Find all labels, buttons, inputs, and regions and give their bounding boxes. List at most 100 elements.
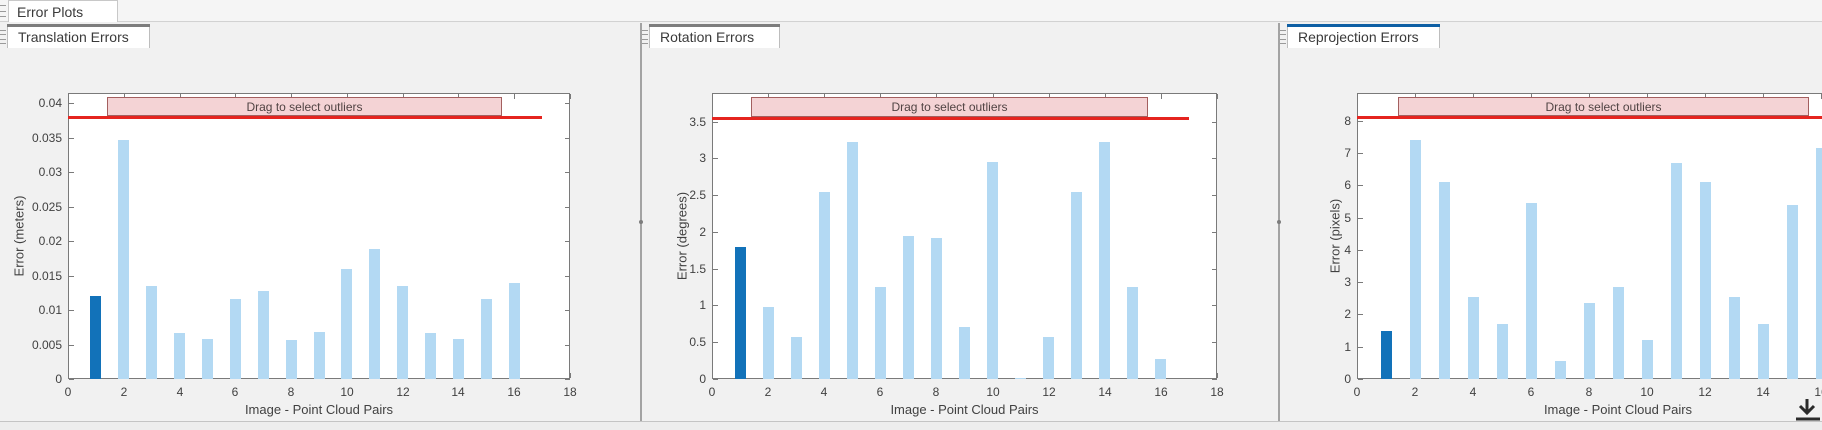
bar[interactable]: [1613, 287, 1624, 379]
bar[interactable]: [763, 307, 774, 379]
bottom-bar: [0, 421, 1822, 430]
x-tick-label: 18: [563, 385, 577, 399]
bar[interactable]: [1700, 182, 1711, 379]
tick-mark: [1212, 195, 1217, 196]
y-tick-label: 7: [1344, 146, 1351, 160]
bar[interactable]: [258, 291, 269, 379]
bar[interactable]: [202, 339, 213, 379]
x-tick-label: 8: [287, 385, 295, 399]
tick-mark: [993, 94, 994, 99]
y-tick-label: 0.04: [38, 96, 62, 110]
bar-highlighted[interactable]: [735, 247, 746, 379]
bar[interactable]: [1015, 378, 1026, 379]
bar[interactable]: [369, 249, 380, 379]
tick-mark: [1705, 94, 1706, 99]
x-tick-label: 6: [876, 385, 884, 399]
y-tick-label: 0.035: [31, 131, 62, 145]
x-tick-label: 16: [507, 385, 521, 399]
tick-mark: [713, 195, 718, 196]
outlier-threshold-line[interactable]: [1357, 116, 1822, 119]
drag-grip-icon[interactable]: [642, 30, 648, 44]
tick-mark: [458, 94, 459, 99]
bar[interactable]: [341, 269, 352, 379]
tab-translation-errors-label: Translation Errors: [18, 29, 129, 45]
y-tick-label: 8: [1344, 114, 1351, 128]
tab-error-plots[interactable]: Error Plots: [8, 0, 118, 22]
bar[interactable]: [397, 286, 408, 379]
bar[interactable]: [1468, 297, 1479, 379]
tab-translation-errors[interactable]: Translation Errors: [7, 24, 150, 48]
bar[interactable]: [903, 236, 914, 379]
bar[interactable]: [1555, 361, 1566, 379]
drag-grip-icon[interactable]: [0, 5, 6, 17]
tick-mark: [1212, 305, 1217, 306]
y-tick-label: 0.005: [31, 338, 62, 352]
x-tick-label: 4: [1469, 385, 1477, 399]
bar[interactable]: [1043, 337, 1054, 379]
bar[interactable]: [230, 299, 241, 379]
x-tick-label: 6: [1527, 385, 1535, 399]
bar[interactable]: [146, 286, 157, 379]
bar[interactable]: [1787, 205, 1798, 379]
bar[interactable]: [1410, 140, 1421, 379]
y-tick-label: 5: [1344, 211, 1351, 225]
x-tick-label: 6: [231, 385, 239, 399]
outlier-drag-band[interactable]: Drag to select outliers: [1398, 97, 1809, 116]
bar[interactable]: [931, 238, 942, 379]
panel-reprojection-errors: Reprojection Errors 0 1 2 3 4 5 6 7 8 0 2 4 6 8 10 12 14…: [1280, 23, 1822, 421]
bar[interactable]: [791, 337, 802, 379]
bar[interactable]: [1584, 303, 1595, 379]
x-tick-label: 10: [986, 385, 1000, 399]
panel-splitter[interactable]: [639, 23, 643, 421]
bar[interactable]: [1642, 340, 1653, 379]
figure-panels: Translation Errors 0 0.005 0.01 0.015 0.02 0.…: [0, 23, 1822, 421]
tick-mark: [713, 158, 718, 159]
tick-mark: [565, 138, 570, 139]
y-tick-label: 2: [699, 225, 706, 239]
bar[interactable]: [425, 333, 436, 379]
bar[interactable]: [1099, 142, 1110, 379]
bar[interactable]: [1439, 182, 1450, 379]
bar[interactable]: [314, 332, 325, 379]
tick-mark: [1357, 373, 1358, 378]
panel-splitter[interactable]: [1277, 23, 1281, 421]
bar[interactable]: [1526, 203, 1537, 379]
bar[interactable]: [1816, 148, 1822, 379]
outlier-threshold-line[interactable]: [712, 117, 1189, 120]
bar[interactable]: [959, 327, 970, 379]
bar[interactable]: [1497, 324, 1508, 379]
bar[interactable]: [987, 162, 998, 379]
bar[interactable]: [509, 283, 520, 379]
tab-reprojection-errors[interactable]: Reprojection Errors: [1287, 24, 1440, 48]
bar[interactable]: [481, 299, 492, 379]
download-arrow-icon[interactable]: [1794, 398, 1822, 424]
x-tick-label: 2: [764, 385, 772, 399]
bar[interactable]: [118, 140, 129, 379]
tab-rotation-errors[interactable]: Rotation Errors: [649, 24, 780, 48]
outlier-drag-band[interactable]: Drag to select outliers: [107, 97, 502, 116]
bar[interactable]: [819, 192, 830, 379]
bar[interactable]: [875, 287, 886, 379]
bar[interactable]: [847, 142, 858, 379]
bar[interactable]: [1155, 359, 1166, 379]
bar[interactable]: [174, 333, 185, 379]
tick-mark: [69, 276, 74, 277]
drag-grip-icon[interactable]: [1280, 30, 1286, 44]
tick-mark: [713, 342, 718, 343]
translation-tab-row: Translation Errors: [0, 23, 640, 48]
bar-highlighted[interactable]: [90, 296, 101, 379]
bar[interactable]: [286, 340, 297, 379]
bar[interactable]: [1071, 192, 1082, 379]
drag-grip-icon[interactable]: [0, 30, 6, 44]
tick-mark: [1358, 153, 1363, 154]
bar-highlighted[interactable]: [1381, 331, 1392, 379]
outlier-drag-band[interactable]: Drag to select outliers: [751, 97, 1148, 117]
bar[interactable]: [1671, 163, 1682, 379]
bar[interactable]: [453, 339, 464, 379]
tick-mark: [1358, 282, 1363, 283]
bar[interactable]: [1729, 297, 1740, 379]
outlier-threshold-line[interactable]: [68, 116, 542, 119]
bar[interactable]: [1127, 287, 1138, 379]
bar[interactable]: [1758, 324, 1769, 379]
x-tick-label: 10: [340, 385, 354, 399]
